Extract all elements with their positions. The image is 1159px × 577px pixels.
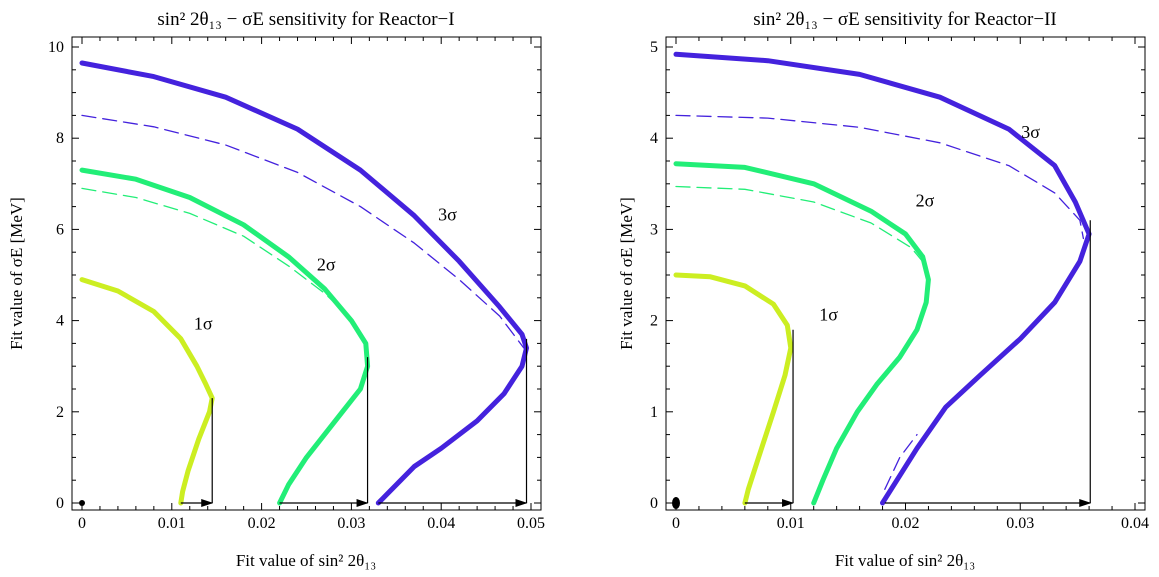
dashed-contour-4	[81, 114, 525, 349]
dashed-contour-3	[81, 187, 367, 349]
x-tick-label: 0.01	[158, 515, 186, 532]
sigma-label: 3σ	[438, 204, 457, 224]
x-tick-label: 0	[672, 515, 680, 532]
sigma-label: 3σ	[1021, 122, 1040, 142]
x-tick-label: 0	[78, 515, 86, 532]
sigma-label: 1σ	[819, 305, 838, 325]
x-tick-label: 0.02	[248, 515, 276, 532]
y-tick-label: 1	[650, 404, 658, 421]
dashed-contour-4	[675, 114, 1085, 240]
y-tick-label: 0	[650, 495, 658, 512]
contour-0	[79, 277, 215, 506]
contour-1	[79, 167, 371, 506]
y-tick-label: 5	[650, 39, 658, 56]
x-tick-label: 0.05	[517, 515, 545, 532]
y-tick-label: 0	[56, 495, 64, 512]
chart-title: sin² 2θ₁₃ − σE sensitivity for Reactor−I	[157, 9, 454, 30]
sigma-label: 2σ	[317, 254, 336, 274]
x-tick-label: 0.02	[892, 515, 920, 532]
contour-2	[673, 51, 1092, 506]
best-fit-point	[79, 500, 85, 506]
y-tick-label: 4	[650, 130, 658, 147]
chart-title: sin² 2θ₁₃ − σE sensitivity for Reactor−I…	[753, 9, 1057, 30]
y-tick-label: 4	[56, 313, 64, 330]
x-tick-label: 0.03	[337, 515, 365, 532]
y-axis-label: Fit value of σE [MeV]	[617, 197, 636, 350]
dashed-contour-3	[675, 185, 927, 267]
chart-panel-reactor-1: sin² 2θ₁₃ − σE sensitivity for Reactor−I…	[7, 9, 545, 570]
sigma-label: 2σ	[916, 191, 935, 211]
y-tick-label: 2	[650, 313, 658, 330]
plot-frame	[71, 36, 542, 511]
x-axis-label: Fit value of sin² 2θ₁₃	[835, 551, 975, 570]
contour-2	[79, 60, 529, 506]
y-tick-label: 6	[56, 221, 64, 238]
y-tick-label: 10	[48, 39, 64, 56]
best-fit-point	[672, 497, 680, 509]
y-tick-label: 8	[56, 130, 64, 147]
sigma-label: 1σ	[194, 314, 213, 334]
y-tick-label: 2	[56, 404, 64, 421]
x-tick-label: 0.01	[777, 515, 805, 532]
y-axis-label: Fit value of σE [MeV]	[7, 197, 26, 350]
x-tick-label: 0.04	[1121, 515, 1149, 532]
x-tick-label: 0.03	[1006, 515, 1034, 532]
chart-panel-reactor-2: sin² 2θ₁₃ − σE sensitivity for Reactor−I…	[617, 9, 1149, 570]
contour-1	[673, 161, 931, 506]
dashed-contour-5	[884, 433, 918, 490]
contour-0	[673, 272, 794, 506]
x-axis-label: Fit value of sin² 2θ₁₃	[236, 551, 376, 570]
y-tick-label: 3	[650, 221, 658, 238]
x-tick-label: 0.04	[427, 515, 455, 532]
